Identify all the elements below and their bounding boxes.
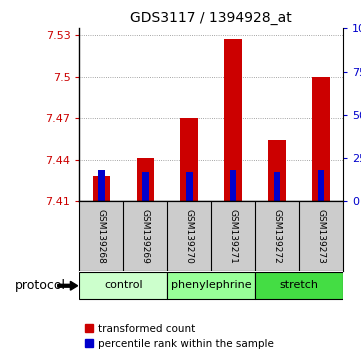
Text: protocol: protocol: [14, 279, 65, 292]
Bar: [230, 170, 236, 201]
Bar: [98, 170, 105, 201]
Bar: [186, 172, 192, 201]
Text: GSM139273: GSM139273: [317, 209, 326, 263]
Text: stretch: stretch: [279, 280, 318, 290]
Bar: [79, 272, 167, 299]
Bar: [92, 176, 110, 201]
Text: GSM139269: GSM139269: [141, 209, 150, 263]
Bar: [255, 272, 343, 299]
Text: GSM139268: GSM139268: [97, 209, 106, 263]
Bar: [224, 39, 242, 201]
Text: GSM139270: GSM139270: [185, 209, 194, 263]
Bar: [167, 272, 255, 299]
Bar: [274, 172, 280, 201]
Text: GSM139272: GSM139272: [273, 209, 282, 263]
Text: GSM139271: GSM139271: [229, 209, 238, 263]
Legend: transformed count, percentile rank within the sample: transformed count, percentile rank withi…: [84, 324, 274, 349]
Bar: [136, 159, 154, 201]
Text: control: control: [104, 280, 143, 290]
Title: GDS3117 / 1394928_at: GDS3117 / 1394928_at: [130, 11, 292, 24]
Bar: [268, 141, 286, 201]
Bar: [318, 170, 324, 201]
Bar: [180, 118, 198, 201]
Text: phenylephrine: phenylephrine: [171, 280, 252, 290]
Bar: [312, 77, 330, 201]
Bar: [142, 172, 149, 201]
